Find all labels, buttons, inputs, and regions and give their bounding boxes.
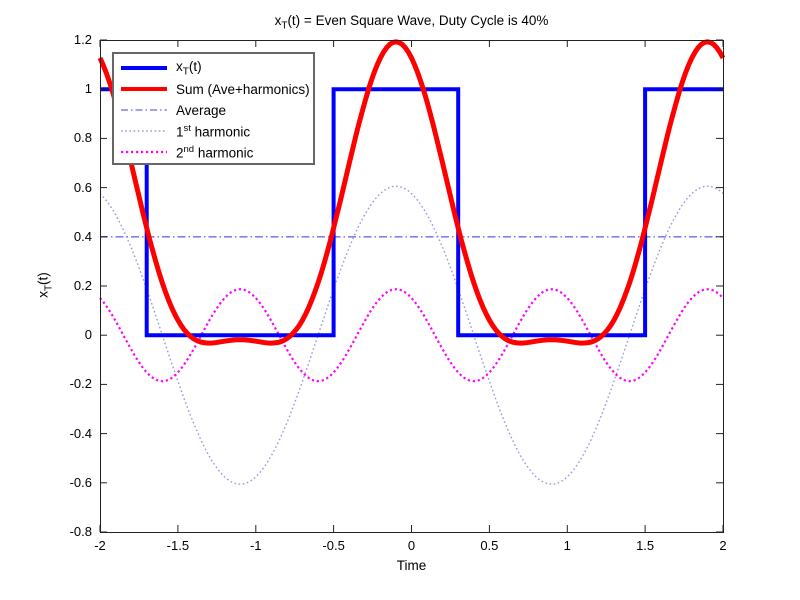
y-tick-label: 1.2 [73,32,92,47]
legend-item-label: 1st harmonic [176,123,250,140]
y-tick-label: 0.6 [73,179,92,195]
x-tick-label: 1 [563,538,571,553]
legend-label-post: harmonic [194,145,254,161]
legend-item: 1st harmonic [120,121,313,142]
legend-line-sample [121,130,167,132]
legend-line-sample [121,87,167,92]
y-tick-label: 0.2 [73,278,92,293]
chart-title-text: x [274,13,282,28]
y-tick-label: 0 [84,327,92,343]
x-axis-label: Time [396,558,427,573]
y-tick-label: -0.4 [69,425,92,441]
legend-item-label: 2nd harmonic [176,144,253,161]
legend-item-label: Average [176,103,226,118]
legend-line-sample [121,150,167,154]
x-tick-label: 1.5 [636,538,655,553]
legend-label-sup: nd [183,143,195,155]
series-xt-t--line [100,87,723,338]
series-sum-ave-harmonics--line [97,39,726,346]
legend-label-post: (t) [188,59,202,75]
y-tick-label: 0.4 [73,228,92,244]
legend-label-pre: Average [176,102,227,118]
y-tick-label: -0.8 [69,524,92,539]
legend-label-pre: Sum (Ave+harmonics) [176,81,310,97]
chart-title-text-rest: (t) = Even Square Wave, Duty Cycle is 40… [287,13,549,28]
legend-label-post: harmonic [190,124,251,140]
legend: xT(t) Sum (Ave+harmonics) Average 1st harmo… [112,52,315,165]
x-tick-label: -2 [94,538,106,553]
chart-title: xT(t) = Even Square Wave, Duty Cycle is … [100,13,723,32]
series-1st-harmonic-line [99,185,724,485]
legend-label-pre: x [176,59,183,75]
y-tick-label: -0.2 [69,376,92,392]
legend-item: Sum (Ave+harmonics) [120,79,313,100]
legend-item: xT(t) [120,58,313,79]
legend-label-pre: 2 [176,145,184,161]
x-tick-label: -0.5 [322,538,345,553]
chart-title-subscript: T [281,20,288,32]
legend-item-label: Sum (Ave+harmonics) [176,82,310,97]
x-tick-label: 0.5 [480,538,499,553]
x-tick-label: -1 [249,538,262,553]
legend-line-sample [121,109,167,112]
y-tick-label: 0.8 [73,130,92,146]
legend-label-pre: 1 [176,124,184,140]
legend-item: Average [120,100,313,121]
legend-item: 2nd harmonic [120,142,313,163]
y-tick-label: 1 [84,81,92,97]
legend-label-sup: st [183,122,191,134]
x-tick-label: -1.5 [166,538,190,553]
x-tick-label: 2 [719,538,727,553]
legend-item-label: xT(t) [176,59,202,78]
legend-line-sample [121,66,167,71]
x-tick-label: 0 [407,538,416,553]
y-tick-label: -0.6 [69,474,92,490]
legend-label-sub: T [182,66,189,78]
